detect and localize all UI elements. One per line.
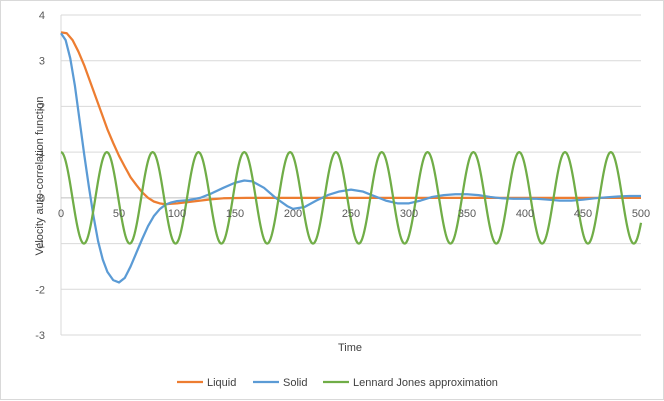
series-line-solid [60,32,641,284]
x-tick-label: 250 [342,208,360,220]
series-lines [60,31,643,284]
x-tick-label: 200 [284,208,302,220]
legend-label-solid: Solid [283,377,307,389]
y-tick-label: -3 [35,330,45,342]
axes [60,15,641,335]
y-tick-label: 0 [39,193,45,205]
gridlines [61,14,641,336]
y-tick-label: 2 [39,101,45,113]
x-tick-label: 300 [400,208,418,220]
x-tick-label: 350 [458,208,476,220]
x-tick-label: 400 [516,208,534,220]
series-line-lennard-jones-approximation [60,151,643,245]
y-tick-labels: 4 3 2 1 0 -1 -2 -3 [35,10,45,342]
y-tick-label: 4 [39,10,45,22]
legend: Liquid Solid Lennard Jones approximation [177,377,498,389]
legend-label-lennard-jones-approximation: Lennard Jones approximation [353,377,498,389]
x-tick-label: 0 [58,208,64,220]
x-tick-label: 150 [226,208,244,220]
legend-label-liquid: Liquid [207,377,236,389]
x-tick-label: 50 [113,208,125,220]
series-line-liquid [60,31,641,206]
x-tick-label: 100 [168,208,186,220]
x-tick-label: 450 [574,208,592,220]
y-axis-title: Velocity auto-correlation function [34,97,46,256]
y-tick-label: -1 [35,239,45,251]
x-tick-labels: 0 50 100 150 200 250 300 350 400 450 500 [58,208,650,220]
x-axis-title: Time [338,342,362,354]
y-tick-label: 1 [39,147,45,159]
y-tick-label: 3 [39,56,45,68]
x-tick-label: 500 [632,208,650,220]
y-tick-label: -2 [35,284,45,296]
